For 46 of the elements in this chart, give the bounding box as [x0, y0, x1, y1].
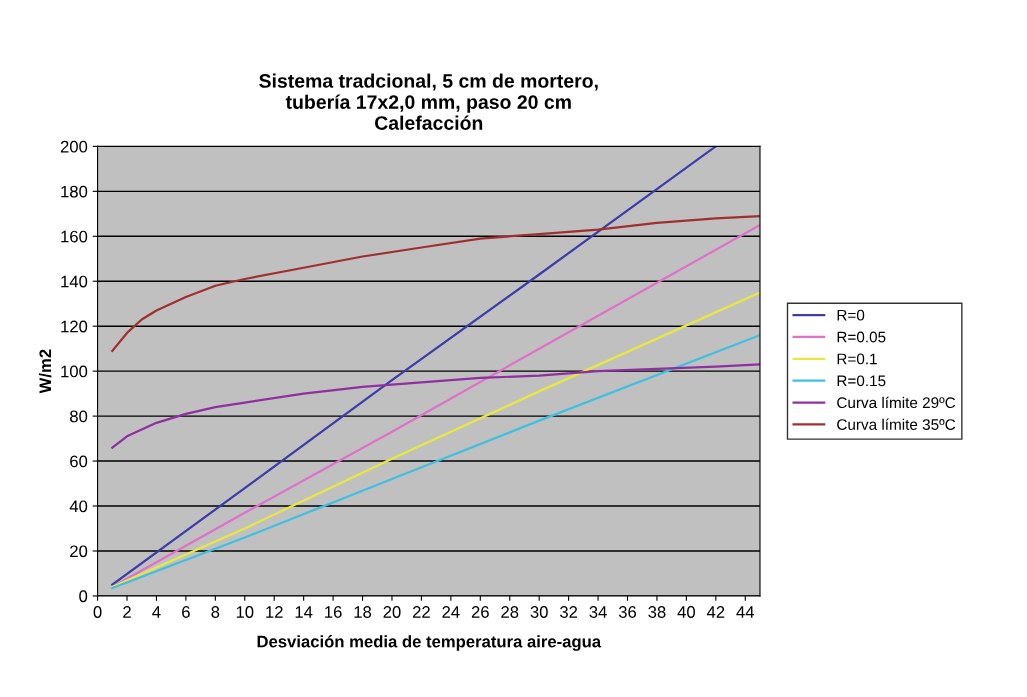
x-tick-label: 28	[501, 606, 519, 618]
line-series	[111, 214, 760, 353]
y-tick-label: 20	[70, 545, 88, 558]
legend-label: R=0	[837, 309, 865, 321]
x-tick-label: 44	[736, 606, 755, 618]
x-tick-label: 2	[123, 606, 131, 618]
line-series	[111, 363, 760, 449]
chart-title: Sistema tradcional, 5 cm de mortero, tubería 17x2,0 mm, paso 20 cm Calefacción	[259, 73, 598, 130]
x-tick-label: 26	[471, 606, 489, 618]
x-tick-label: 0	[93, 606, 102, 618]
y-tick-label: 80	[70, 410, 88, 423]
x-tick-label: 10	[236, 606, 254, 618]
x-tick-label: 4	[152, 606, 161, 618]
x-tick-label: 12	[266, 606, 283, 618]
x-tick-label: 40	[677, 606, 695, 618]
x-tick-label: 32	[559, 606, 578, 618]
x-tick-label: 34	[589, 606, 607, 618]
legend-label: R=0.15	[837, 375, 886, 387]
x-axis-title: Desviación media de temperatura aire-agua	[257, 635, 602, 651]
x-tick-label: 6	[182, 606, 190, 618]
legend-label: R=0.05	[837, 331, 886, 343]
x-tick-label: 24	[442, 606, 460, 618]
x-tick-label: 8	[211, 606, 220, 618]
x-tick-label: 14	[295, 606, 313, 618]
legend-label: Curva límite 29ºC	[837, 396, 956, 409]
legend-label: R=0.1	[837, 353, 877, 365]
y-tick-label: 160	[61, 230, 88, 243]
y-axis-title: W/m2	[38, 349, 52, 394]
x-tick-label: 16	[325, 606, 342, 618]
x-tick-label: 30	[530, 606, 548, 618]
x-tick-label: 36	[618, 606, 637, 618]
y-tick-label: 60	[70, 455, 88, 468]
line-series	[111, 146, 717, 586]
y-tick-label: 0	[79, 590, 88, 603]
legend-label: Curva límite 35ºC	[837, 418, 956, 430]
x-tick-label: 20	[383, 606, 401, 618]
y-tick-label: 40	[69, 500, 88, 513]
x-tick-label: 18	[354, 606, 372, 618]
y-tick-label: 180	[61, 185, 88, 198]
y-tick-label: 140	[61, 275, 88, 288]
y-tick-label: 120	[61, 320, 88, 333]
x-tick-label: 22	[412, 606, 430, 618]
x-tick-label: 38	[648, 606, 666, 618]
y-tick-label: 100	[61, 365, 88, 378]
y-tick-label: 200	[60, 140, 88, 153]
x-tick-label: 42	[706, 606, 725, 618]
